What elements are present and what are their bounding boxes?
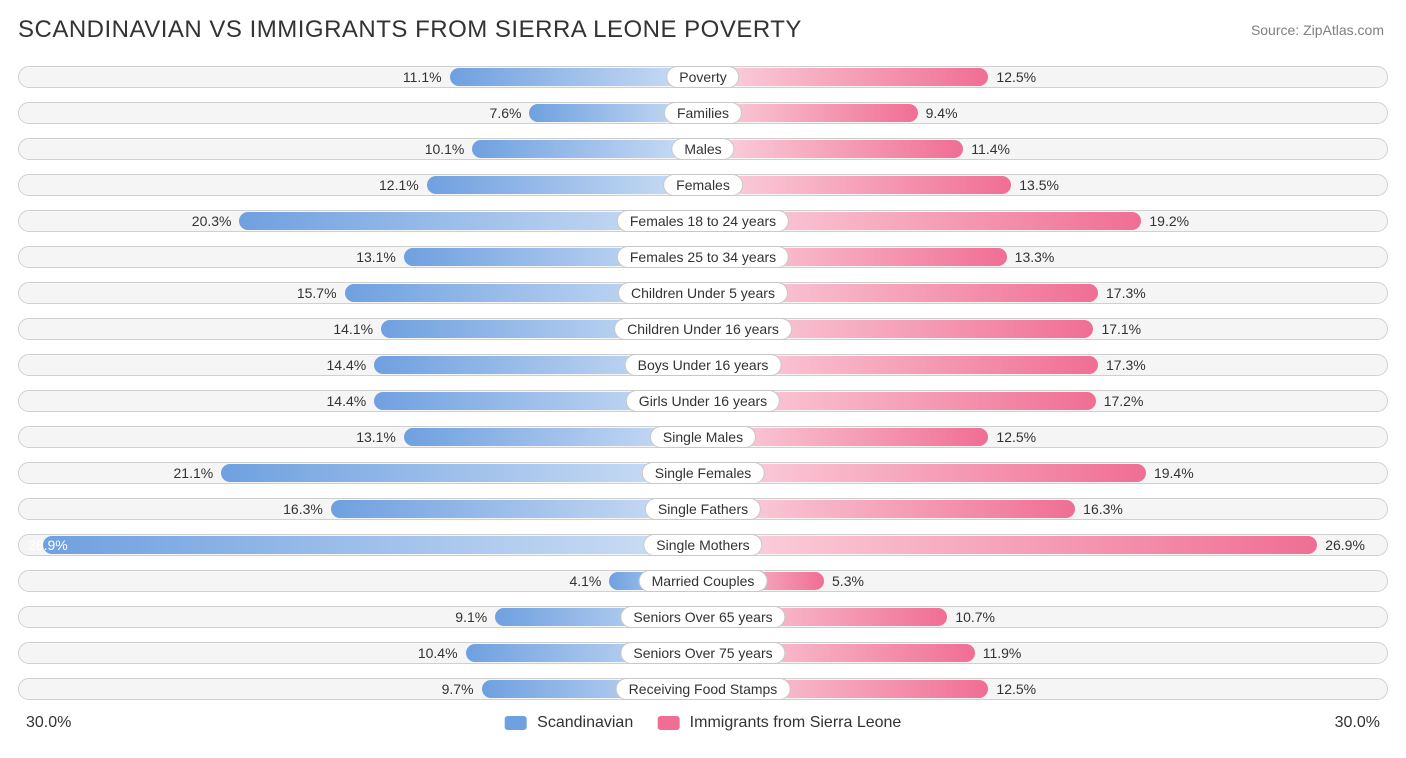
bar-right [703,140,963,158]
value-right: 17.3% [1106,352,1146,378]
data-row: 16.3% 16.3% Single Fathers [18,496,1388,522]
category-label: Males [671,138,734,160]
axis-max-left: 30.0% [26,714,71,732]
value-left: 14.1% [333,316,373,342]
category-label: Married Couples [639,570,768,592]
value-right: 13.5% [1019,172,1059,198]
category-label: Females 18 to 24 years [617,210,789,232]
bar-right [703,464,1146,482]
data-row: 14.1% 17.1% Children Under 16 years [18,316,1388,342]
value-right: 26.9% [1325,532,1365,558]
value-right: 12.5% [996,424,1036,450]
value-right: 10.7% [955,604,995,630]
value-right: 19.2% [1149,208,1189,234]
value-left: 14.4% [327,388,367,414]
category-label: Poverty [666,66,739,88]
value-right: 11.9% [983,640,1022,666]
category-label: Seniors Over 75 years [620,642,785,664]
category-label: Girls Under 16 years [626,390,780,412]
data-row: 14.4% 17.3% Boys Under 16 years [18,352,1388,378]
value-left: 20.3% [192,208,232,234]
value-left: 16.3% [283,496,323,522]
data-row: 28.9% 26.9% Single Mothers [18,532,1388,558]
legend: Scandinavian Immigrants from Sierra Leon… [505,714,902,732]
data-row: 20.3% 19.2% Females 18 to 24 years [18,208,1388,234]
chart-source: Source: ZipAtlas.com [1251,22,1384,38]
bar-right [703,68,988,86]
category-label: Children Under 16 years [614,318,792,340]
value-left: 13.1% [356,244,396,270]
data-row: 13.1% 12.5% Single Males [18,424,1388,450]
value-right: 12.5% [996,676,1036,702]
data-row: 10.4% 11.9% Seniors Over 75 years [18,640,1388,666]
value-right: 13.3% [1015,244,1055,270]
value-left: 4.1% [569,568,601,594]
category-label: Single Females [642,462,765,484]
category-label: Children Under 5 years [618,282,788,304]
value-left: 11.1% [403,64,442,90]
bar-left [427,176,703,194]
value-left: 7.6% [490,100,522,126]
value-left: 12.1% [379,172,419,198]
value-left: 15.7% [297,280,337,306]
data-row: 4.1% 5.3% Married Couples [18,568,1388,594]
data-row: 21.1% 19.4% Single Females [18,460,1388,486]
value-left: 9.7% [442,676,474,702]
legend-label-left: Scandinavian [537,714,633,731]
data-row: 13.1% 13.3% Females 25 to 34 years [18,244,1388,270]
data-row: 10.1% 11.4% Males [18,136,1388,162]
value-left: 28.9% [28,532,68,558]
data-row: 15.7% 17.3% Children Under 5 years [18,280,1388,306]
value-right: 11.4% [971,136,1010,162]
category-label: Families [664,102,742,124]
axis-max-right: 30.0% [1335,714,1380,732]
value-left: 9.1% [455,604,487,630]
category-label: Single Mothers [643,534,762,556]
category-label: Females [663,174,743,196]
bar-left [472,140,703,158]
value-left: 10.4% [418,640,458,666]
value-left: 10.1% [425,136,465,162]
value-right: 17.3% [1106,280,1146,306]
data-row: 9.7% 12.5% Receiving Food Stamps [18,676,1388,702]
category-label: Single Males [650,426,756,448]
category-label: Seniors Over 65 years [620,606,785,628]
category-label: Receiving Food Stamps [616,678,791,700]
bar-left [221,464,703,482]
data-row: 7.6% 9.4% Families [18,100,1388,126]
bar-right [703,536,1317,554]
value-right: 17.1% [1101,316,1141,342]
value-right: 5.3% [832,568,864,594]
legend-swatch-right [657,716,679,730]
value-left: 21.1% [174,460,214,486]
value-right: 19.4% [1154,460,1194,486]
category-label: Boys Under 16 years [625,354,782,376]
value-right: 16.3% [1083,496,1123,522]
value-left: 13.1% [356,424,396,450]
legend-item-left: Scandinavian [505,714,634,732]
legend-swatch-left [505,716,527,730]
category-label: Females 25 to 34 years [617,246,789,268]
bar-left [43,536,703,554]
data-row: 11.1% 12.5% Poverty [18,64,1388,90]
legend-item-right: Immigrants from Sierra Leone [657,714,901,732]
value-right: 9.4% [926,100,958,126]
category-label: Single Fathers [645,498,761,520]
chart-rows: 11.1% 12.5% Poverty 7.6% 9.4% Families 10.1% 11… [18,64,1388,712]
data-row: 14.4% 17.2% Girls Under 16 years [18,388,1388,414]
data-row: 12.1% 13.5% Females [18,172,1388,198]
value-left: 14.4% [327,352,367,378]
chart-title: SCANDINAVIAN VS IMMIGRANTS FROM SIERRA L… [18,16,802,44]
legend-label-right: Immigrants from Sierra Leone [690,714,902,731]
data-row: 9.1% 10.7% Seniors Over 65 years [18,604,1388,630]
value-right: 17.2% [1104,388,1144,414]
value-right: 12.5% [996,64,1036,90]
bar-left [450,68,703,86]
chart-container: SCANDINAVIAN VS IMMIGRANTS FROM SIERRA L… [0,0,1406,758]
bar-right [703,176,1011,194]
